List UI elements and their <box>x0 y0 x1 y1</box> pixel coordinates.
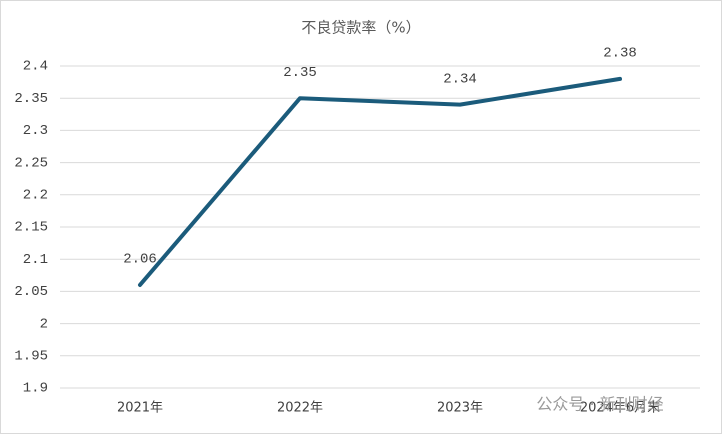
y-tick-label: 2 <box>40 316 48 332</box>
data-label: 2.34 <box>443 71 477 87</box>
y-tick-label: 2.2 <box>23 188 48 204</box>
y-tick-label: 2.4 <box>23 59 48 75</box>
y-tick-label: 2.3 <box>23 123 48 139</box>
data-label: 2.35 <box>283 65 317 81</box>
y-tick-label: 2.1 <box>23 252 48 268</box>
y-tick-label: 2.05 <box>14 284 48 300</box>
x-tick-label: 2022年 <box>277 401 323 416</box>
data-label: 2.06 <box>123 252 157 268</box>
chart-title: 不良贷款率（%） <box>301 19 420 37</box>
data-label: 2.38 <box>603 46 637 62</box>
line-series <box>138 76 622 287</box>
x-tick-label: 2024年6月末 <box>580 401 660 416</box>
y-tick-label: 1.95 <box>14 349 48 365</box>
x-tick-label: 2023年 <box>437 401 483 416</box>
y-tick-label: 2.25 <box>14 155 48 171</box>
y-tick-label: 2.15 <box>14 220 48 236</box>
watermark: 公众号 · 新刊财经 <box>536 395 663 414</box>
x-tick-label: 2021年 <box>117 401 163 416</box>
y-tick-label: 2.35 <box>14 91 48 107</box>
y-tick-label: 1.9 <box>23 381 48 397</box>
